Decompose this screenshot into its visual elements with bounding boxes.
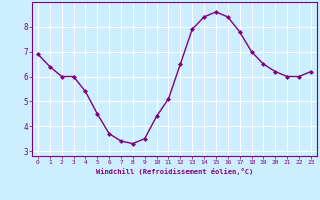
X-axis label: Windchill (Refroidissement éolien,°C): Windchill (Refroidissement éolien,°C) (96, 168, 253, 175)
